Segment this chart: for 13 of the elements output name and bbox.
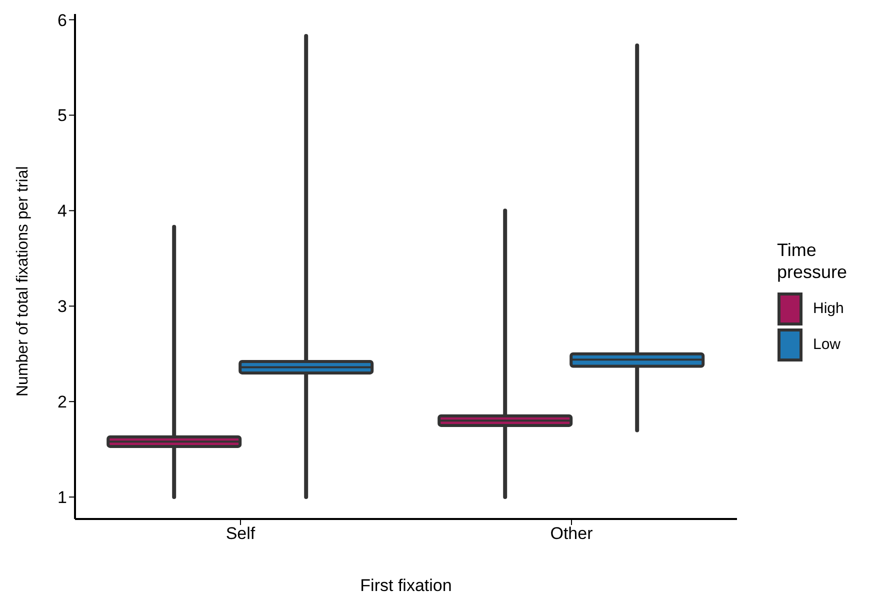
y-tick-label: 2 bbox=[58, 392, 67, 412]
legend-title: Time pressure bbox=[777, 238, 848, 282]
x-tick-label: Other bbox=[550, 524, 594, 544]
x-tick-label: Self bbox=[226, 524, 256, 544]
x-axis-title: First fixation bbox=[360, 576, 452, 595]
y-axis-title: Number of total fixations per trial bbox=[14, 166, 32, 396]
y-tick-label: 1 bbox=[58, 488, 67, 508]
y-tick-label: 3 bbox=[58, 297, 67, 316]
y-tick-label: 5 bbox=[58, 106, 67, 126]
y-tick-label: 6 bbox=[58, 10, 67, 30]
legend-label: Low bbox=[813, 336, 841, 353]
y-tick-label: 4 bbox=[58, 202, 67, 221]
legend-label: High bbox=[813, 300, 844, 317]
